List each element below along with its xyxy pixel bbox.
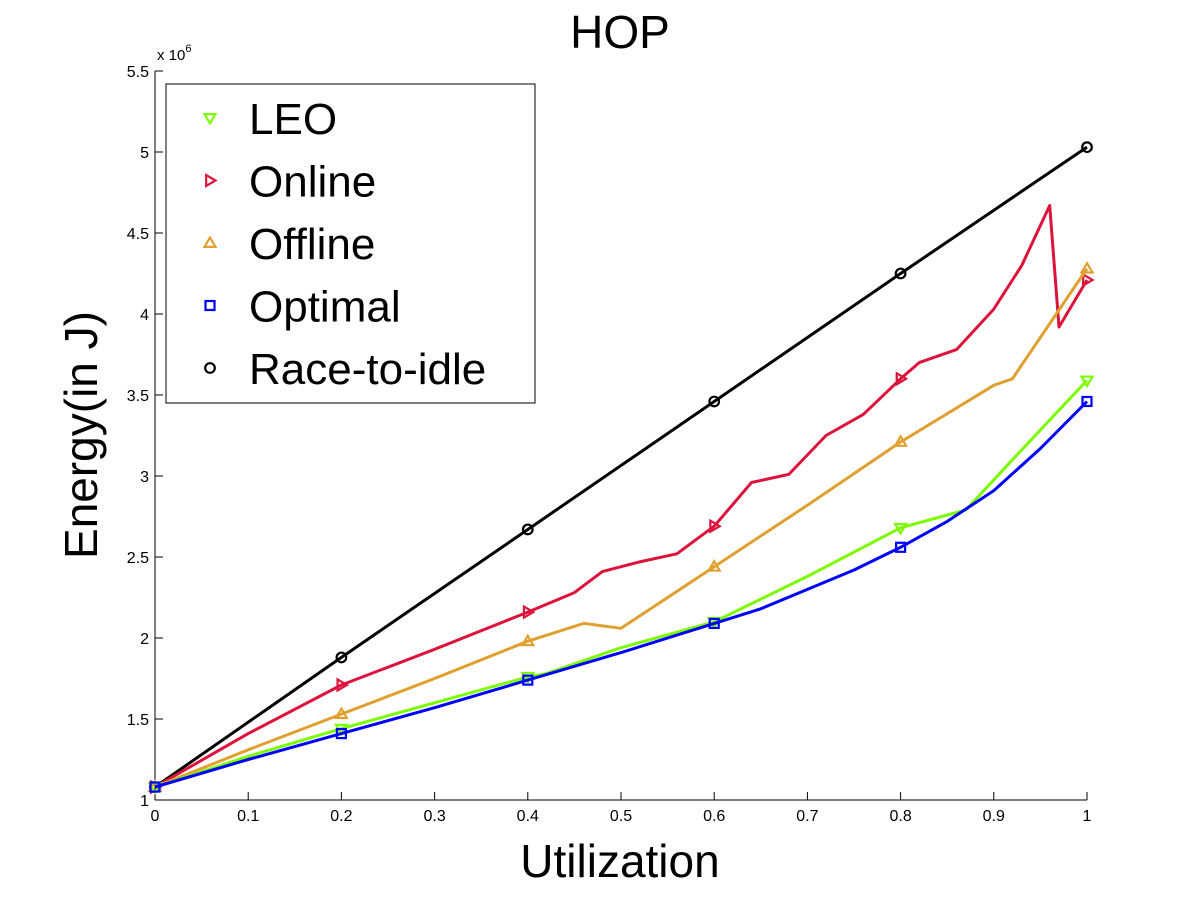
data-point-race-to-idle <box>894 267 907 280</box>
series-line-online <box>154 204 1089 789</box>
legend-label-leo: LEO <box>249 95 337 144</box>
series-leo <box>147 375 1095 795</box>
data-point-offline <box>893 434 909 447</box>
data-point-optimal <box>149 781 161 793</box>
legend-marker-race-to-idle <box>204 362 216 374</box>
x-axis-label: Utilization <box>520 835 719 887</box>
legend-label-online: Online <box>249 158 376 207</box>
legend-item-online: Online <box>205 158 376 207</box>
data-point-race-to-idle <box>335 651 348 664</box>
data-point-online <box>709 518 722 534</box>
data-point-leo <box>893 522 909 536</box>
data-point-race-to-idle <box>1081 141 1093 154</box>
y-tick-label: 1 <box>140 793 149 810</box>
series-optimal <box>149 395 1093 793</box>
data-point-offline <box>1079 260 1095 274</box>
x-tick-label: 0.4 <box>517 808 539 825</box>
legend-label-race-to-idle: Race-to-idle <box>249 345 486 394</box>
axes: 0 0.1 0.2 0.3 0.4 0.5 0.6 0.7 0.8 0.9 1 1 1.5 2 2.5 3 3.… <box>127 64 1092 825</box>
legend-marker-offline <box>202 235 218 248</box>
x-tick-label: 0.8 <box>889 808 911 825</box>
x-tick-label: 0.9 <box>983 808 1005 825</box>
series-line-optimal <box>154 400 1089 789</box>
legend-marker-leo <box>202 113 218 126</box>
data-point-optimal <box>1081 395 1093 408</box>
legend-box <box>165 83 536 404</box>
series-line-race-to-idle <box>154 145 1088 789</box>
data-point-leo <box>520 671 536 685</box>
legend-item-race-to-idle: Race-to-idle <box>204 345 486 394</box>
y-tick-label: 4.5 <box>127 226 149 243</box>
y-exponent: x 106 <box>157 43 191 64</box>
x-tick-label: 0.5 <box>610 808 632 825</box>
y-tick-label: 4 <box>140 307 149 324</box>
chart-title: HOP <box>570 6 670 58</box>
y-tick-label: 2.5 <box>127 550 149 567</box>
y-axis-label: Energy(in J) <box>55 311 107 559</box>
data-point-optimal <box>708 617 720 630</box>
series-line-offline <box>154 267 1089 789</box>
x-tick-label: 0.6 <box>703 808 725 825</box>
legend: LEO Online Offline Optimal Race-to-idle <box>165 83 536 404</box>
legend-label-optimal: Optimal <box>249 283 401 332</box>
x-tick-label: 1 <box>1083 808 1092 825</box>
y-exponent-power: 6 <box>185 43 191 55</box>
data-point-race-to-idle <box>521 523 534 536</box>
legend-item-optimal: Optimal <box>204 283 401 332</box>
x-tick-label: 0 <box>151 808 160 825</box>
legend-item-leo: LEO <box>202 95 337 144</box>
x-tick-label: 0.3 <box>423 808 445 825</box>
y-tick-label: 3.5 <box>127 388 149 405</box>
series-layer <box>147 141 1095 795</box>
data-point-optimal <box>522 674 534 686</box>
y-tick-label: 5.5 <box>127 64 149 81</box>
legend-marker-optimal <box>204 299 216 312</box>
x-tick-label: 0.7 <box>796 808 818 825</box>
y-tick-label: 3 <box>140 469 149 486</box>
data-point-online <box>522 604 536 620</box>
x-tick-label: 0.2 <box>330 808 352 825</box>
x-tick-label: 0.1 <box>237 808 259 825</box>
series-line-leo <box>154 379 1089 789</box>
data-point-online <box>336 677 350 693</box>
legend-label-offline: Offline <box>249 220 375 269</box>
data-point-offline <box>520 633 536 647</box>
y-tick-label: 1.5 <box>127 712 149 729</box>
data-point-offline <box>333 706 349 720</box>
data-point-offline <box>706 559 722 572</box>
data-point-optimal <box>894 541 907 553</box>
y-exponent-base: x 10 <box>157 47 185 64</box>
legend-item-offline: Offline <box>202 220 375 269</box>
legend-marker-online <box>205 173 218 188</box>
y-tick-label: 5 <box>140 145 149 162</box>
data-point-optimal <box>335 727 347 740</box>
data-point-online <box>1082 272 1095 288</box>
data-point-online <box>895 371 909 387</box>
data-point-leo <box>1079 375 1095 389</box>
data-point-race-to-idle <box>708 395 721 408</box>
y-tick-label: 2 <box>140 631 149 648</box>
